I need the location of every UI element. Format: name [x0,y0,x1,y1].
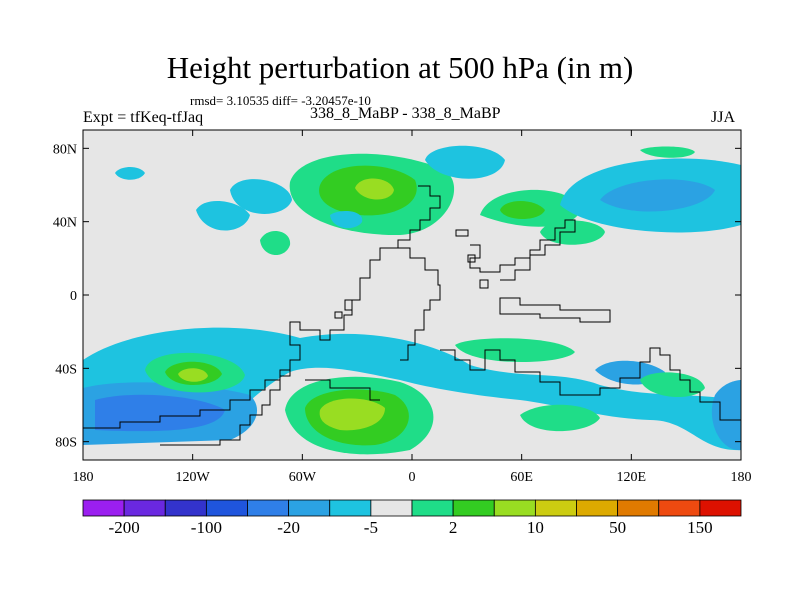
anomaly-blob [355,178,394,200]
coastline-segment [479,279,489,289]
colorbar-swatch [247,499,290,517]
coastline-segment [469,219,576,281]
lat-tick-label: 80S [55,436,77,451]
colorbar-swatch [164,499,207,517]
colorbar-swatch [493,499,536,517]
colorbar-label: -20 [277,518,300,537]
lon-tick-label: 180 [731,470,752,485]
coastlines [83,185,741,446]
colorbar-label: -100 [191,518,222,537]
colorbar-swatch [658,499,701,517]
colorbar-swatch [452,499,495,517]
lon-tick-label: 120E [617,470,647,485]
colorbar-swatch [699,499,742,517]
colorbar-label: -200 [109,518,140,537]
anomaly-blob [425,145,505,179]
coastline-segment [499,297,611,323]
colorbar-swatch [370,499,413,517]
colorbar: -200 -100 -20 -5 2 10 50 150 [82,499,742,537]
experiment-label: Expt = tfKeq-tfJaq [83,109,204,126]
anomaly-blob [178,368,208,382]
coastline-segment [334,311,343,319]
colorbar-label: 2 [449,518,458,537]
anomaly-blob [640,146,695,158]
lon-tick-label: 120W [176,470,211,485]
anomaly-blob [230,179,292,214]
case-label: 338_8_MaBP - 338_8_MaBP [310,105,501,122]
chart-title: Height perturbation at 500 hPa (in m) [166,50,634,85]
colorbar-swatch [329,499,372,517]
lat-tick-label: 40S [55,362,77,377]
season-label: JJA [711,109,736,126]
coastline-segment [305,379,380,401]
colorbar-label: 150 [687,518,713,537]
map-axes: 80N 40N 0 40S 80S 180 120W 60W 0 60E 120E 180 [53,130,752,485]
stats-line: rmsd= 3.10535 diff= -3.20457e-10 [190,93,371,108]
anomaly-blob [711,380,741,451]
lon-tick-label: 180 [73,470,94,485]
colorbar-swatch [123,499,166,517]
anomaly-blob [330,210,363,229]
lat-tick-label: 40N [53,216,77,231]
anomaly-blob [115,167,145,180]
colorbar-swatch [576,499,619,517]
colorbar-swatch [617,499,660,517]
anomaly-blob [196,200,250,231]
anomaly-blob [83,327,741,451]
colorbar-swatch [205,499,248,517]
lon-tick-label: 60W [289,470,317,485]
lon-tick-label: 60E [510,470,533,485]
coastline-segment [467,254,476,263]
colorbar-label: 50 [609,518,626,537]
coastline-segment [83,369,290,429]
anomaly-blob [600,179,715,212]
lat-tick-label: 0 [70,289,77,304]
lat-tick-label: 80N [53,142,77,157]
anomaly-blob [640,372,705,398]
anomaly-blob [540,220,605,245]
contour-fills [83,145,741,455]
colorbar-swatch [411,499,454,517]
colorbar-label: -5 [364,518,378,537]
coastline-segment [160,185,441,446]
anomaly-blob [260,230,291,256]
colorbar-label: 10 [527,518,544,537]
anomaly-blob [319,398,385,431]
colorbar-swatch [82,499,125,517]
coastline-segment [344,299,353,311]
anomaly-blob [520,404,600,432]
coastline-segment [398,247,441,361]
coastline-segment [455,229,469,237]
colorbar-swatch [288,499,331,517]
colorbar-swatch [534,499,577,517]
anomaly-blob [500,201,545,219]
coastline-segment [440,347,741,421]
lon-tick-label: 0 [409,470,416,485]
